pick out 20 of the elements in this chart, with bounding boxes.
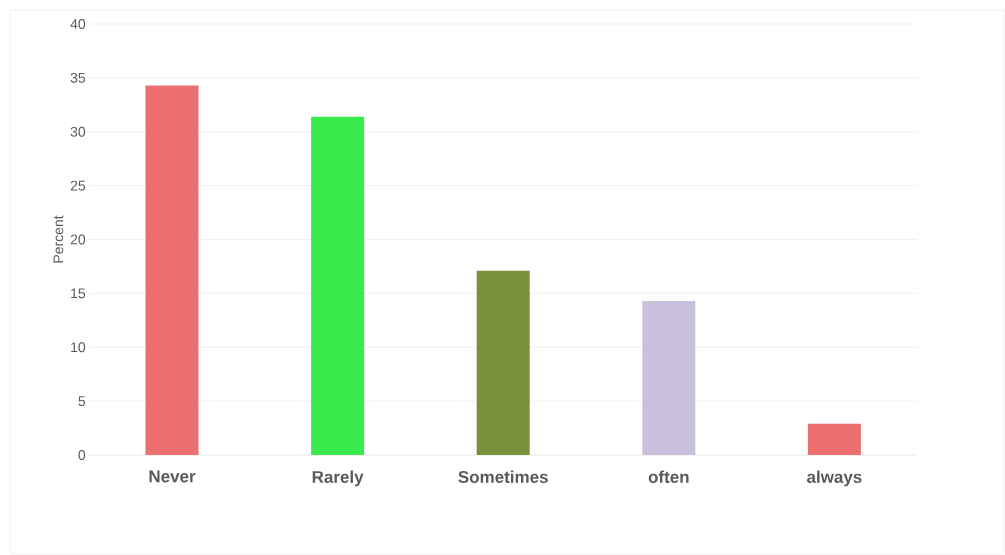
x-tick-label: often [648,470,689,484]
y-tick-label: 25 [70,180,86,191]
bar [476,270,530,455]
bar [642,300,696,455]
x-tick-label: Never [149,470,196,483]
y-tick-label: 0 [78,450,86,460]
y-tick-label: 40 [70,19,86,29]
bar [145,85,199,455]
y-tick-label: 10 [71,342,86,353]
y-axis-title: Percent [53,215,64,263]
y-tick-label: 5 [78,396,86,407]
x-tick-label: Sometimes [458,470,548,484]
x-tick-label: always [807,470,862,487]
y-tick-label: 35 [70,72,86,83]
x-tick-label: Rarely [312,470,364,487]
y-tick-label: 15 [71,288,86,299]
bar [311,116,365,455]
bar [807,423,861,455]
y-tick-label: 20 [70,234,86,245]
y-tick-label: 30 [70,126,86,137]
